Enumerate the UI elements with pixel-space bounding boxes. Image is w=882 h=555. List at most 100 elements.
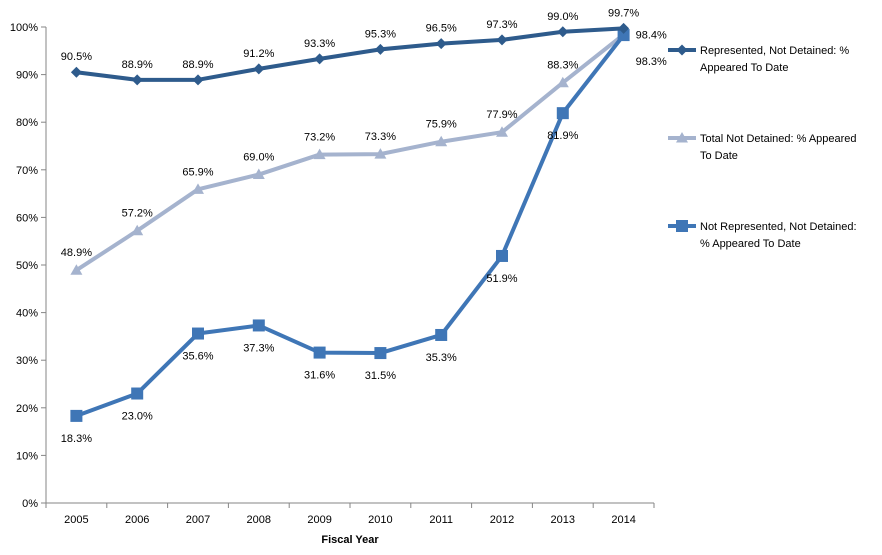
axes: 0% 10% 20% 30% 40% 50% 60% 70% 80% 90% 100% 2005 200… [10, 22, 655, 546]
data-label: 23.0% [122, 411, 153, 423]
data-label: 75.9% [426, 119, 457, 131]
legend-swatch-marker [676, 220, 688, 232]
y-tick-label: 60% [16, 212, 38, 224]
legend-label: To Date [700, 150, 738, 162]
legend-entry: Represented, Not Detained: % Appeared To … [668, 44, 849, 74]
y-tick-label: 70% [16, 165, 38, 177]
series-triangle [70, 28, 630, 275]
data-label: 88.3% [547, 60, 578, 72]
legend-swatch-marker [676, 132, 688, 143]
x-tick-label: 2007 [186, 514, 210, 526]
data-label: 65.9% [182, 166, 213, 178]
x-axis-title: Fiscal Year [321, 534, 379, 546]
data-point [435, 135, 448, 147]
series-square [70, 29, 630, 422]
data-label: 95.3% [365, 28, 396, 40]
y-tick-label: 30% [16, 355, 38, 367]
y-tick-label: 20% [16, 403, 38, 415]
data-point [192, 327, 204, 340]
data-point [252, 168, 265, 180]
y-tick-label: 10% [16, 450, 38, 462]
y-tick-label: 90% [16, 70, 38, 82]
y-tick-label: 80% [16, 117, 38, 129]
data-point [556, 107, 569, 120]
data-label: 48.9% [61, 247, 92, 259]
data-point [131, 387, 144, 400]
data-label: 98.3% [636, 56, 667, 68]
data-point [435, 328, 448, 341]
y-tick-label: 100% [10, 22, 38, 34]
data-point [374, 148, 387, 159]
data-label: 88.9% [182, 59, 213, 71]
data-point [556, 76, 569, 88]
data-point [617, 29, 630, 42]
data-label: 57.2% [122, 208, 153, 220]
data-label: 31.6% [304, 370, 335, 382]
data-labels: 90.5% 88.9% 88.9% 91.2% 93.3% 95.3% 96.5% 97.3%… [61, 7, 667, 444]
series-line [74, 33, 626, 418]
x-tick-label: 2014 [611, 514, 635, 526]
data-label: 35.3% [426, 352, 457, 364]
data-label: 91.2% [243, 48, 274, 60]
data-label: 73.3% [365, 131, 396, 143]
data-point [374, 347, 387, 360]
data-label: 97.3% [486, 19, 517, 31]
series-diamond [70, 22, 630, 86]
x-tick-label: 2005 [64, 514, 88, 526]
legend-label: Total Not Detained: % Appeared [700, 133, 857, 145]
x-tick-label: 2008 [247, 514, 271, 526]
data-point [374, 43, 386, 55]
data-point [313, 148, 326, 160]
data-point [496, 126, 508, 137]
legend-entry: Not Represented, Not Detained: % Appeared… [668, 220, 857, 250]
data-label: 37.3% [243, 342, 274, 354]
data-label: 81.9% [547, 130, 578, 142]
series-line [74, 26, 626, 82]
x-tick-label: 2013 [551, 514, 575, 526]
legend-entry: Total Not Detained: % Appeared To Date [668, 132, 857, 162]
data-point [253, 63, 265, 75]
data-point [618, 22, 630, 34]
x-tick-label: 2006 [125, 514, 149, 526]
x-tick-label: 2009 [307, 514, 331, 526]
data-label: 35.6% [182, 351, 213, 363]
legend-label: % Appeared To Date [700, 238, 801, 250]
data-point [70, 264, 83, 275]
data-point [192, 74, 204, 86]
series-line [74, 32, 626, 273]
data-point [496, 249, 508, 262]
data-label: 98.4% [636, 30, 667, 42]
data-label: 77.9% [486, 109, 517, 121]
data-label: 31.5% [365, 370, 396, 382]
legend-label: Represented, Not Detained: % [700, 45, 849, 57]
data-point [252, 319, 265, 332]
y-tick-label: 0% [22, 498, 38, 510]
data-point [131, 74, 143, 86]
data-point [70, 66, 82, 78]
legend-label: Not Represented, Not Detained: [700, 221, 857, 233]
data-point [192, 183, 204, 194]
data-point [557, 26, 569, 38]
data-label: 88.9% [122, 59, 153, 71]
data-label: 93.3% [304, 38, 335, 50]
series-lines [70, 22, 630, 422]
legend: Represented, Not Detained: % Appeared To … [668, 44, 857, 250]
data-point [131, 224, 144, 236]
data-label: 73.2% [304, 132, 335, 144]
y-tick-label: 40% [16, 308, 38, 320]
data-label: 69.0% [243, 152, 274, 164]
data-label: 96.5% [426, 23, 457, 35]
data-label: 18.3% [61, 433, 92, 445]
data-point [70, 409, 83, 422]
data-label: 51.9% [486, 273, 517, 285]
x-tick-label: 2010 [368, 514, 392, 526]
legend-label: Appeared To Date [700, 62, 788, 74]
data-label: 90.5% [61, 51, 92, 63]
data-point [314, 53, 326, 65]
y-tick-label: 50% [16, 260, 38, 272]
legend-swatch-marker [676, 44, 688, 56]
data-label: 99.0% [547, 11, 578, 23]
data-point [313, 346, 326, 359]
